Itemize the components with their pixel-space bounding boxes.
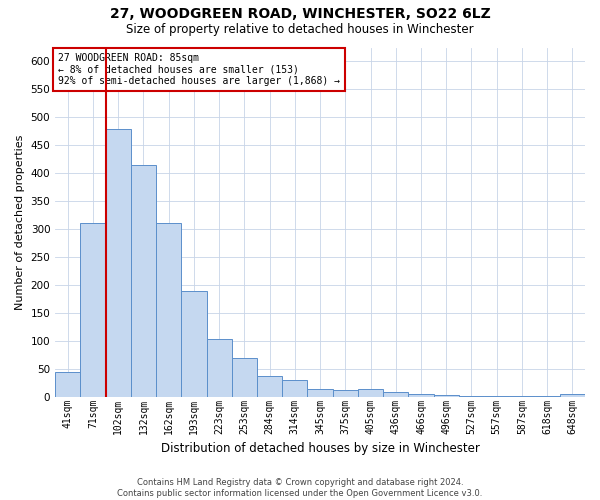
Bar [535,396,560,397]
Text: 27 WOODGREEN ROAD: 85sqm
← 8% of detached houses are smaller (153)
92% of semi-d: 27 WOODGREEN ROAD: 85sqm ← 8% of detache… [58,52,340,86]
Bar [484,396,509,397]
Bar [383,392,409,397]
Bar [459,396,484,397]
Text: 27, WOODGREEN ROAD, WINCHESTER, SO22 6LZ: 27, WOODGREEN ROAD, WINCHESTER, SO22 6LZ [110,8,490,22]
Bar [358,388,383,397]
Bar [307,388,332,397]
X-axis label: Distribution of detached houses by size in Winchester: Distribution of detached houses by size … [161,442,479,455]
Text: Contains HM Land Registry data © Crown copyright and database right 2024.
Contai: Contains HM Land Registry data © Crown c… [118,478,482,498]
Bar [206,340,232,397]
Bar [80,222,106,397]
Bar [509,396,535,397]
Bar [560,394,585,397]
Text: Size of property relative to detached houses in Winchester: Size of property relative to detached ho… [126,22,474,36]
Bar [434,395,459,397]
Bar [156,222,181,397]
Bar [257,376,282,397]
Bar [181,291,206,397]
Bar [409,394,434,397]
Bar [106,128,131,397]
Bar [282,380,307,397]
Bar [55,372,80,397]
Bar [332,390,358,397]
Bar [131,165,156,397]
Y-axis label: Number of detached properties: Number of detached properties [15,134,25,310]
Bar [232,358,257,397]
